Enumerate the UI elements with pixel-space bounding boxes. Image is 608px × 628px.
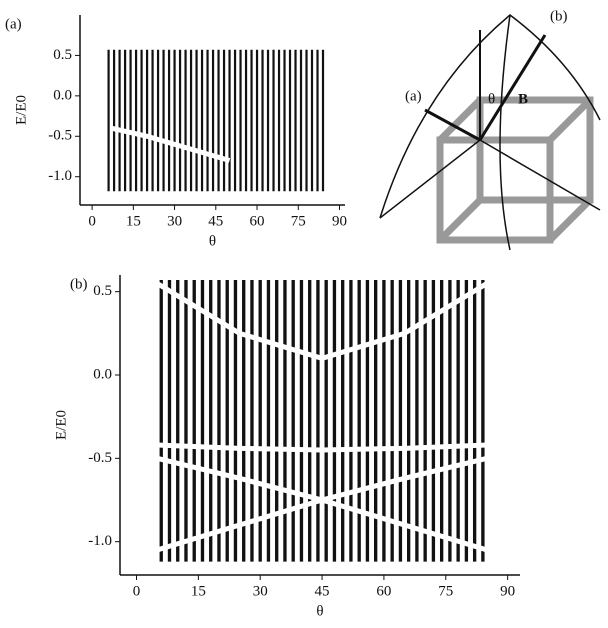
diagram-label: B xyxy=(518,91,528,107)
diagram-label: (b) xyxy=(550,8,568,24)
x-tick-label: 45 xyxy=(208,213,223,229)
arc xyxy=(380,15,600,218)
x-axis-label: θ xyxy=(209,233,216,249)
x-tick-label: 75 xyxy=(438,583,453,599)
y-tick-label: -0.5 xyxy=(48,128,72,144)
arrow-b xyxy=(480,35,545,140)
diagram-label: θ xyxy=(488,91,495,107)
spectral-gap xyxy=(157,445,487,450)
diagram-label: (a) xyxy=(405,88,422,104)
y-tick-label: 0.0 xyxy=(93,366,112,382)
x-tick-label: 90 xyxy=(500,583,515,599)
x-tick-label: 0 xyxy=(133,583,141,599)
figure: (a) (b) θ B 0 15 30 45 60 75 90 0.5 0.0 -0.5 -1.0 (… xyxy=(0,0,608,628)
y-tick-label: -1.0 xyxy=(88,533,112,549)
y-tick-label: 0.5 xyxy=(53,47,72,63)
x-axis-label: θ xyxy=(316,603,323,619)
x-tick-label: 30 xyxy=(253,583,268,599)
y-tick-label: 0.0 xyxy=(53,87,72,103)
x-tick-label: 30 xyxy=(167,213,182,229)
spectral-gap xyxy=(157,283,487,358)
y-axis-label: E/E0 xyxy=(53,410,69,440)
arrow-a xyxy=(425,110,480,140)
panel-label: (a) xyxy=(5,16,22,32)
x-tick-label: 15 xyxy=(191,583,206,599)
y-tick-label: 0.5 xyxy=(93,283,112,299)
x-tick-label: 60 xyxy=(250,213,265,229)
x-tick-label: 0 xyxy=(88,213,96,229)
arc xyxy=(500,15,510,250)
spectral-gap xyxy=(111,128,229,160)
arc xyxy=(380,140,600,218)
y-tick-label: -0.5 xyxy=(88,450,112,466)
x-tick-label: 75 xyxy=(291,213,306,229)
panel-label: (b) xyxy=(70,276,88,292)
x-tick-label: 60 xyxy=(376,583,391,599)
y-tick-label: -1.0 xyxy=(48,168,72,184)
cube xyxy=(440,100,590,240)
x-tick-label: 15 xyxy=(126,213,141,229)
y-axis-label: E/E0 xyxy=(13,95,29,125)
x-tick-label: 45 xyxy=(315,583,330,599)
x-tick-label: 90 xyxy=(332,213,347,229)
geometry-diagram: (a) (b) θ B xyxy=(380,8,600,250)
